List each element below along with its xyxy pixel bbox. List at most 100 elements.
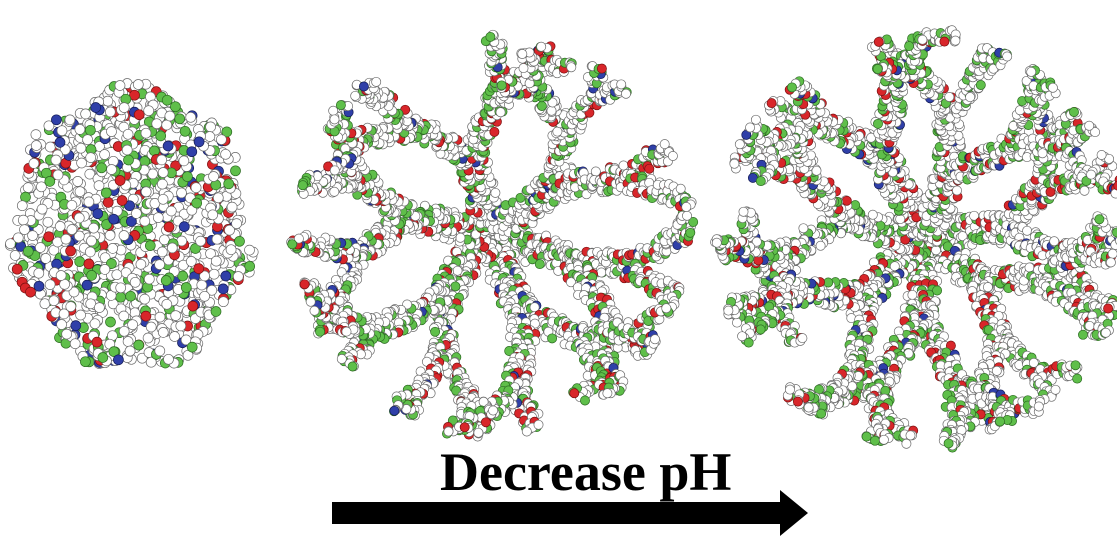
atom <box>337 354 346 363</box>
atom <box>490 127 499 136</box>
atom <box>621 89 630 98</box>
atom <box>74 213 84 223</box>
atom <box>330 187 339 196</box>
atom <box>75 124 85 134</box>
atom <box>489 406 498 415</box>
atom <box>231 166 241 176</box>
atom <box>17 201 27 211</box>
atom <box>103 197 113 207</box>
atom <box>547 106 556 115</box>
atom <box>221 271 231 281</box>
atom <box>351 91 360 100</box>
atom <box>522 427 531 436</box>
atom <box>40 299 50 309</box>
atom <box>18 215 28 225</box>
atom <box>175 114 185 124</box>
atom <box>94 303 104 313</box>
atom <box>87 270 97 280</box>
atom <box>164 222 174 232</box>
atom <box>348 362 357 371</box>
atom <box>13 233 23 243</box>
atom <box>108 243 118 253</box>
atom <box>65 115 75 125</box>
atom <box>161 276 171 286</box>
atom <box>537 42 546 51</box>
atom <box>51 155 61 165</box>
atom <box>10 250 20 260</box>
atom <box>124 155 134 165</box>
atom <box>84 259 94 269</box>
atom <box>112 270 122 280</box>
atom <box>101 188 111 198</box>
atom <box>146 322 156 332</box>
atom <box>23 246 33 256</box>
atom <box>224 179 234 189</box>
atom <box>298 181 307 190</box>
atom <box>53 170 63 180</box>
atom <box>31 130 41 140</box>
atom <box>390 406 399 415</box>
atom <box>218 284 228 294</box>
atom <box>119 231 129 241</box>
atom <box>686 228 695 237</box>
atom <box>56 271 66 281</box>
atom <box>206 122 216 132</box>
atom <box>155 260 165 270</box>
atom <box>103 96 113 106</box>
atom <box>67 200 77 210</box>
atom <box>31 141 41 151</box>
atom <box>342 327 351 336</box>
atom <box>164 354 174 364</box>
atom <box>158 168 168 178</box>
atom <box>567 63 576 72</box>
atom <box>182 172 192 182</box>
atom <box>197 280 207 290</box>
atom <box>92 337 102 347</box>
atom <box>306 297 315 306</box>
atom <box>359 82 368 91</box>
atom <box>44 232 54 242</box>
atom <box>37 204 47 214</box>
atom <box>662 304 671 313</box>
atom <box>23 183 33 193</box>
atom <box>186 112 196 122</box>
atom <box>310 306 319 315</box>
atom <box>45 280 55 290</box>
atom <box>105 107 115 117</box>
atom <box>134 340 144 350</box>
atom <box>155 346 165 356</box>
atom <box>179 222 189 232</box>
atom <box>650 335 659 344</box>
atom <box>85 125 95 135</box>
atom <box>73 176 83 186</box>
atom <box>216 135 226 145</box>
atom <box>156 131 166 141</box>
atom <box>188 301 198 311</box>
atom <box>152 119 162 129</box>
atom <box>55 221 65 231</box>
atom <box>570 389 579 398</box>
atom <box>660 140 669 149</box>
atom <box>80 357 90 367</box>
atom <box>316 327 325 336</box>
atom <box>535 260 544 269</box>
atom <box>119 326 129 336</box>
atom <box>456 233 465 242</box>
atom <box>221 149 231 159</box>
atom <box>645 164 654 173</box>
atom <box>51 115 61 125</box>
atom <box>157 179 167 189</box>
atom <box>76 310 86 320</box>
atom <box>451 282 460 291</box>
atom <box>141 311 151 321</box>
atom <box>171 311 181 321</box>
atom <box>208 210 218 220</box>
atom <box>444 427 453 436</box>
atom <box>140 216 150 226</box>
atom <box>496 108 505 117</box>
atom <box>106 317 116 327</box>
atom <box>162 299 172 309</box>
atom <box>66 246 76 256</box>
atom <box>245 261 255 271</box>
